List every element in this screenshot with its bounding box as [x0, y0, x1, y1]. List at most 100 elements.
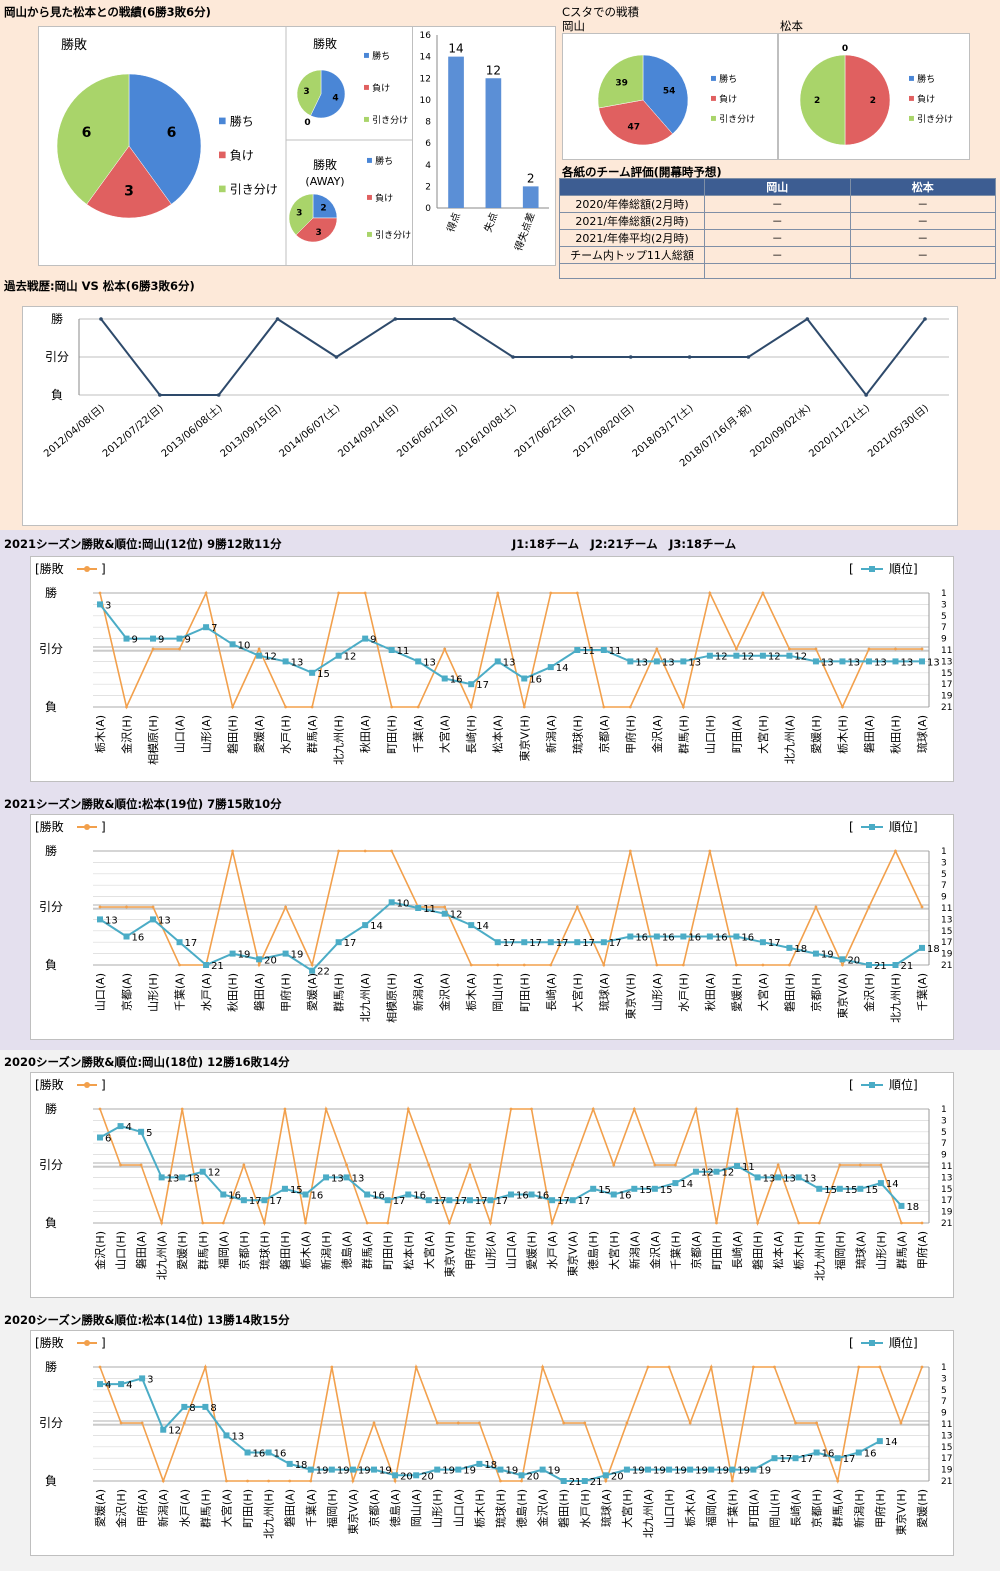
okayama-2020-rank-point	[610, 1191, 617, 1198]
matsumoto-2021-rank-point	[388, 899, 395, 906]
matsumoto-2021-rank-value-label: 16	[715, 933, 728, 944]
matsumoto-2020-rank-point	[118, 1381, 125, 1388]
pie-home-legend-label: 勝ち	[372, 50, 390, 62]
evaluation-cell-matsumoto: －	[849, 229, 996, 247]
pie-total-title: 勝敗	[61, 38, 87, 53]
okayama-2020-result-point	[283, 1107, 287, 1111]
bar-rect	[522, 186, 539, 208]
matsumoto-2021-rank-value-label: 16	[662, 933, 675, 944]
evaluation-cell-okayama: －	[704, 246, 851, 264]
matsumoto-2020-result-point	[688, 1421, 692, 1425]
matsumoto-2020-rank-value-label: 19	[653, 1466, 666, 1477]
okayama-2021-legend-result-label: [勝敗	[35, 561, 64, 576]
okayama-2021-legend-rank-end: 順位]	[889, 561, 918, 576]
okayama-2020-result-point	[489, 1221, 492, 1225]
matsumoto-2021-y-label: 負	[45, 958, 57, 972]
history-panel: 勝引分負 2012/04/08(日) 2012/07/22(日) 2013/06/08…	[22, 306, 958, 526]
okayama-2020-result-point	[160, 1221, 164, 1225]
matsumoto-2020-rank-point	[97, 1381, 103, 1388]
cstadium-okayama-pie-slice	[598, 99, 673, 146]
okayama-2021-result-point	[125, 705, 128, 709]
matsumoto-2021-rank-value-label: 18	[927, 944, 940, 955]
pie-away-legend-label: 勝ち	[375, 155, 393, 167]
matsumoto-2020-rank-value-label: 8	[210, 1403, 216, 1414]
matsumoto-2020-result-point	[836, 1479, 840, 1483]
okayama-2021-rank-point	[865, 658, 872, 665]
pie-home-value-label: 4	[332, 93, 338, 103]
history-point	[393, 317, 398, 321]
okayama-2021-rank-point	[123, 635, 130, 642]
matsumoto-2021-result-point	[522, 963, 526, 967]
bar-rect	[448, 56, 464, 208]
okayama-2021-rank-value-label: 11	[582, 646, 595, 657]
matsumoto-2020-rank-tick: 3	[941, 1374, 947, 1384]
okayama-2020-opponent-label: 大宮(A)	[422, 1231, 436, 1269]
pie-total-legend-label: 負け	[230, 148, 254, 162]
history-point	[687, 355, 692, 359]
okayama-2020-y-label: 勝	[45, 1101, 57, 1116]
okayama-2021-rank-value-label: 7	[211, 623, 217, 634]
okayama-2021-rank-point	[733, 652, 740, 659]
okayama-2021-rank-tick: 11	[941, 646, 952, 656]
matsumoto-2020-result-point	[920, 1365, 924, 1369]
history-date-label: 2017/06/25(日)	[513, 403, 578, 460]
evaluation-row: チーム内トップ11人総額－－	[559, 246, 996, 264]
matsumoto-2021-result-point	[628, 849, 632, 853]
okayama-2021-rank-tick: 21	[941, 703, 952, 713]
okayama-2020-rank-value-label: 12	[701, 1168, 714, 1179]
okayama-2021-opponent-label: 山形(A)	[200, 715, 213, 753]
bar-ytick-label: 0	[425, 204, 431, 214]
matsumoto-2020-rank-value-label: 13	[231, 1431, 244, 1442]
bar-ytick-label: 6	[425, 139, 431, 149]
okayama-2020-rank-value-label: 17	[434, 1196, 447, 1207]
matsumoto-2021-rank-value-label: 14	[476, 921, 489, 932]
okayama-2021-rank-point	[468, 681, 475, 688]
pie-away-subtitle: (AWAY)	[305, 175, 344, 188]
matsumoto-2021-legend-result-marker	[84, 824, 90, 830]
okayama-2021-opponent-label: 愛媛(H)	[809, 715, 823, 754]
matsumoto-2020-legend-rank-end: 順位]	[889, 1335, 918, 1350]
matsumoto-2020-opponent-label: 山口(A)	[452, 1489, 465, 1527]
okayama-2020-rank-tick: 5	[941, 1128, 947, 1138]
matsumoto-2020-opponent-label: 甲府(A)	[135, 1489, 149, 1527]
okayama-2021-opponent-label: 千葉(A)	[411, 715, 425, 753]
okayama-2021-rank-tick: 15	[941, 669, 952, 679]
okayama-2020-opponent-label: 琉球(A)	[853, 1231, 867, 1269]
okayama-2020-result-point	[530, 1107, 533, 1111]
pie-total-value-label: 6	[82, 125, 92, 141]
matsumoto-2021-result-point	[257, 963, 261, 967]
okayama-2021-opponent-label: 甲府(H)	[623, 715, 637, 754]
matsumoto-2020-rank-value-label: 19	[674, 1466, 687, 1477]
matsumoto-2021-result-point	[814, 905, 818, 909]
matsumoto-2020-rank-point	[581, 1478, 588, 1484]
matsumoto-2020-rank-value-label: 20	[400, 1471, 413, 1482]
bar-ytick-label: 8	[425, 118, 431, 128]
okayama-2020-opponent-label: 金沢(H)	[93, 1231, 107, 1270]
cstadium-matsumoto-legend-label: 勝ち	[917, 73, 935, 85]
okayama-2021-rank-value-label: 13	[874, 657, 887, 668]
matsumoto-2020-rank-point	[413, 1472, 420, 1479]
matsumoto-2020-result-point	[435, 1421, 439, 1425]
matsumoto-2020-result-point	[815, 1421, 819, 1425]
evaluation-row	[559, 263, 996, 279]
matsumoto-2021-rank-point	[653, 933, 660, 940]
matsumoto-2020-opponent-label: 大宮(A)	[219, 1489, 233, 1527]
okayama-2021-rank-value-label: 11	[397, 646, 410, 657]
matsumoto-2021-opponent-label: 東京V(A)	[835, 973, 849, 1019]
matsumoto-2020-rank-point	[708, 1466, 715, 1473]
okayama-2020-result-point	[365, 1221, 369, 1225]
matsumoto-2021-rank-point	[733, 933, 740, 940]
matsumoto-2021-result-point	[151, 905, 155, 909]
pie-total-slice	[128, 73, 202, 205]
matsumoto-2020-legend-result-label: [勝敗	[35, 1335, 64, 1350]
matsumoto-2020-opponent-label: 徳島(H)	[515, 1489, 529, 1528]
matsumoto-2020-rank-value-label: 16	[253, 1449, 266, 1460]
okayama-2021-opponent-label: 群馬(H)	[676, 715, 690, 754]
okayama-2020-result-point	[201, 1221, 205, 1225]
okayama-2020-rank-tick: 21	[941, 1219, 952, 1229]
matsumoto-2020-rank-value-label: 19	[316, 1466, 329, 1477]
okayama-2020-rank-point	[775, 1174, 782, 1181]
matsumoto-2020-rank-value-label: 16	[864, 1449, 877, 1460]
matsumoto-2021-rank-point	[680, 933, 687, 940]
okayama-2020-rank-point	[405, 1191, 412, 1198]
